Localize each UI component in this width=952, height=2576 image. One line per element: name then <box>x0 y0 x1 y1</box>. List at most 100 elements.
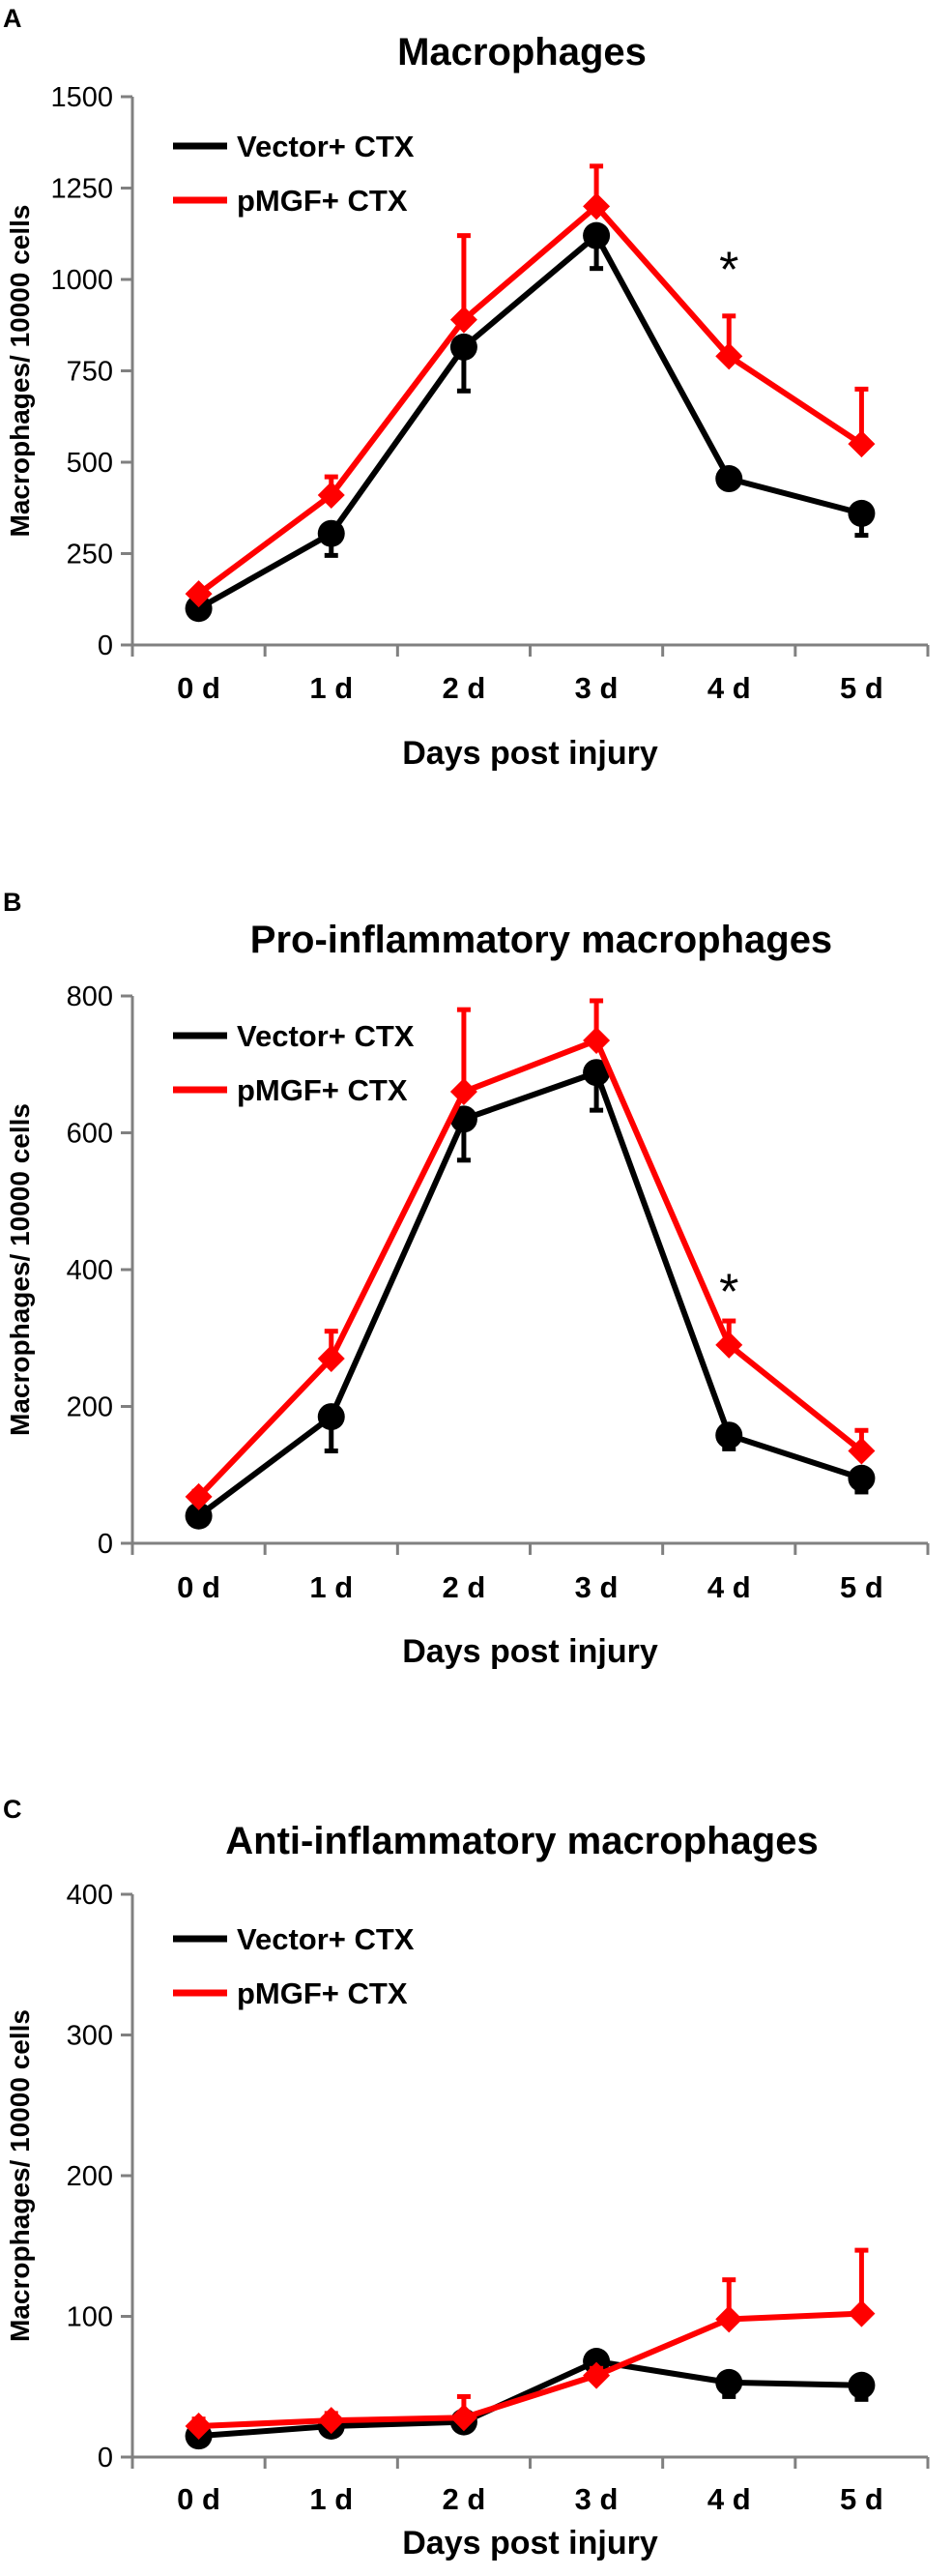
data-point <box>848 2299 876 2327</box>
y-tick-label: 1500 <box>50 82 113 113</box>
x-tick-label: 0 d <box>177 2482 220 2516</box>
x-tick-label: 1 d <box>309 2482 353 2516</box>
y-tick-label: 600 <box>67 1119 113 1150</box>
legend-label: pMGF+ CTX <box>237 1073 408 1107</box>
series-pmgf-ctx <box>185 163 876 608</box>
x-tick-label: 1 d <box>309 671 353 705</box>
y-tick-label: 750 <box>67 357 113 388</box>
x-tick-label: 5 d <box>840 671 883 705</box>
data-point <box>449 1105 477 1133</box>
y-tick-label: 0 <box>98 1529 113 1560</box>
data-point <box>583 192 611 220</box>
y-tick-label: 200 <box>67 1392 113 1423</box>
data-point <box>715 2305 743 2333</box>
data-point <box>715 1331 743 1359</box>
y-tick-label: 400 <box>67 1880 113 1911</box>
legend-label: Vector+ CTX <box>237 1019 415 1053</box>
chart-panel-a: A Macrophages 0 250 500 750 1000 1250 1500 0 d 1 d… <box>3 4 930 772</box>
data-point <box>715 342 743 370</box>
y-tick-label: 800 <box>67 981 113 1012</box>
x-tick-label: 2 d <box>443 1570 486 1604</box>
data-point <box>715 465 743 493</box>
data-point <box>185 595 213 623</box>
x-axis-label: Days post injury <box>402 735 658 772</box>
data-point <box>715 2368 743 2396</box>
chart-title: Anti-inflammatory macrophages <box>225 1820 818 1862</box>
series-pmgf-ctx <box>185 2247 876 2440</box>
y-tick-label: 500 <box>67 448 113 479</box>
data-point <box>583 1026 611 1054</box>
data-point <box>185 580 213 608</box>
y-tick-label: 1250 <box>50 174 113 205</box>
chart-title: Macrophages <box>397 31 647 73</box>
y-tick-label: 0 <box>98 2443 113 2474</box>
x-tick-label: 5 d <box>840 2482 883 2516</box>
x-tick-label: 3 d <box>575 671 619 705</box>
legend: Vector+ CTX pMGF+ CTX <box>173 1019 415 1107</box>
y-axis-label: Macrophages/ 10000 cells <box>5 1103 35 1436</box>
series-line <box>198 2310 862 2429</box>
data-point <box>583 221 611 249</box>
series-line <box>196 1069 863 1519</box>
x-tick-label: 4 d <box>707 1570 751 1604</box>
chart-panel-c: C Anti-inflammatory macrophages 0 100 200 300… <box>3 1795 930 2561</box>
x-tick-label: 0 d <box>177 671 220 705</box>
data-point <box>583 1059 611 1087</box>
data-point <box>583 2361 611 2389</box>
y-tick-label: 300 <box>67 2021 113 2052</box>
data-point <box>185 1482 213 1510</box>
x-axis-label: Days post injury <box>402 1633 658 1670</box>
data-point <box>185 1502 213 1530</box>
x-axis-label: Days post injury <box>402 2525 658 2561</box>
y-tick-label: 0 <box>98 630 113 661</box>
significance-asterisk: * <box>719 1265 738 1321</box>
series-pmgf-ctx <box>185 998 876 1510</box>
data-point <box>848 1464 876 1492</box>
data-point <box>317 1403 345 1431</box>
x-tick-label: 4 d <box>707 671 751 705</box>
x-tick-label: 1 d <box>309 1570 353 1604</box>
data-point <box>848 430 876 458</box>
y-tick-label: 200 <box>67 2161 113 2192</box>
legend-label: pMGF+ CTX <box>237 1976 408 2010</box>
legend-label: pMGF+ CTX <box>237 184 408 218</box>
data-point <box>715 1421 743 1449</box>
data-point <box>317 519 345 547</box>
legend-label: Vector+ CTX <box>237 1922 415 1956</box>
data-point <box>848 1437 876 1465</box>
panel-letter: C <box>3 1795 22 1824</box>
chart-title: Pro-inflammatory macrophages <box>250 919 832 961</box>
chart-panel-b: B Pro-inflammatory macrophages 0 200 400 600 8… <box>3 888 930 1670</box>
x-tick-label: 2 d <box>443 2482 486 2516</box>
x-tick-label: 4 d <box>707 2482 751 2516</box>
data-point <box>449 306 477 334</box>
data-point <box>317 2407 345 2435</box>
data-point <box>848 2371 876 2399</box>
series-line <box>196 203 864 597</box>
x-tick-label: 2 d <box>443 671 486 705</box>
significance-asterisk: * <box>719 242 738 298</box>
data-point <box>848 499 876 527</box>
x-tick-label: 5 d <box>840 1570 883 1604</box>
legend: Vector+ CTX pMGF+ CTX <box>173 130 415 218</box>
x-tick-label: 3 d <box>575 2482 619 2516</box>
legend-label: Vector+ CTX <box>237 130 415 163</box>
y-axis-label: Macrophages/ 10000 cells <box>5 205 35 538</box>
series-line <box>197 232 863 611</box>
x-tick-label: 3 d <box>575 1570 619 1604</box>
y-axis-label: Macrophages/ 10000 cells <box>5 2009 35 2342</box>
panel-letter: B <box>3 888 22 917</box>
data-point <box>317 1344 345 1372</box>
data-point <box>449 333 477 361</box>
series-vector-ctx <box>185 221 876 623</box>
y-tick-label: 1000 <box>50 265 113 296</box>
y-tick-label: 400 <box>67 1255 113 1286</box>
series-vector-ctx <box>185 1059 876 1530</box>
legend: Vector+ CTX pMGF+ CTX <box>173 1922 415 2010</box>
y-tick-label: 100 <box>67 2302 113 2333</box>
series-line <box>198 2358 862 2440</box>
y-tick-label: 250 <box>67 540 113 571</box>
x-tick-label: 0 d <box>177 1570 220 1604</box>
panel-letter: A <box>3 4 22 33</box>
